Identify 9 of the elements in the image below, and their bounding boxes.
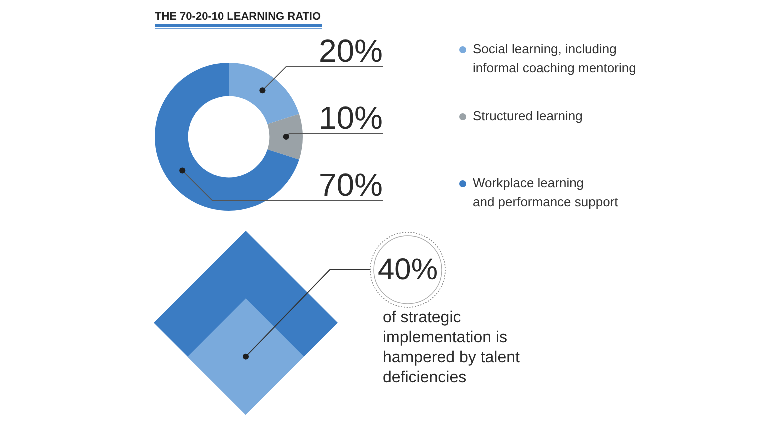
legend-label: Structured learning: [473, 108, 583, 124]
data-label: 20%: [318, 33, 383, 69]
text: of strategic implementation is hampered by talent deficiencies: [383, 309, 521, 386]
data-label: 70%: [318, 167, 383, 203]
legend-label: Workplace learning and performance support: [473, 176, 619, 210]
legend-label: Social learning, including informal coaching mentoring: [473, 42, 636, 76]
chart-title: THE 70-20-10 LEARNING RATIO: [155, 11, 322, 23]
data-label: 10%: [318, 100, 383, 136]
data-label: 40%: [378, 253, 438, 286]
